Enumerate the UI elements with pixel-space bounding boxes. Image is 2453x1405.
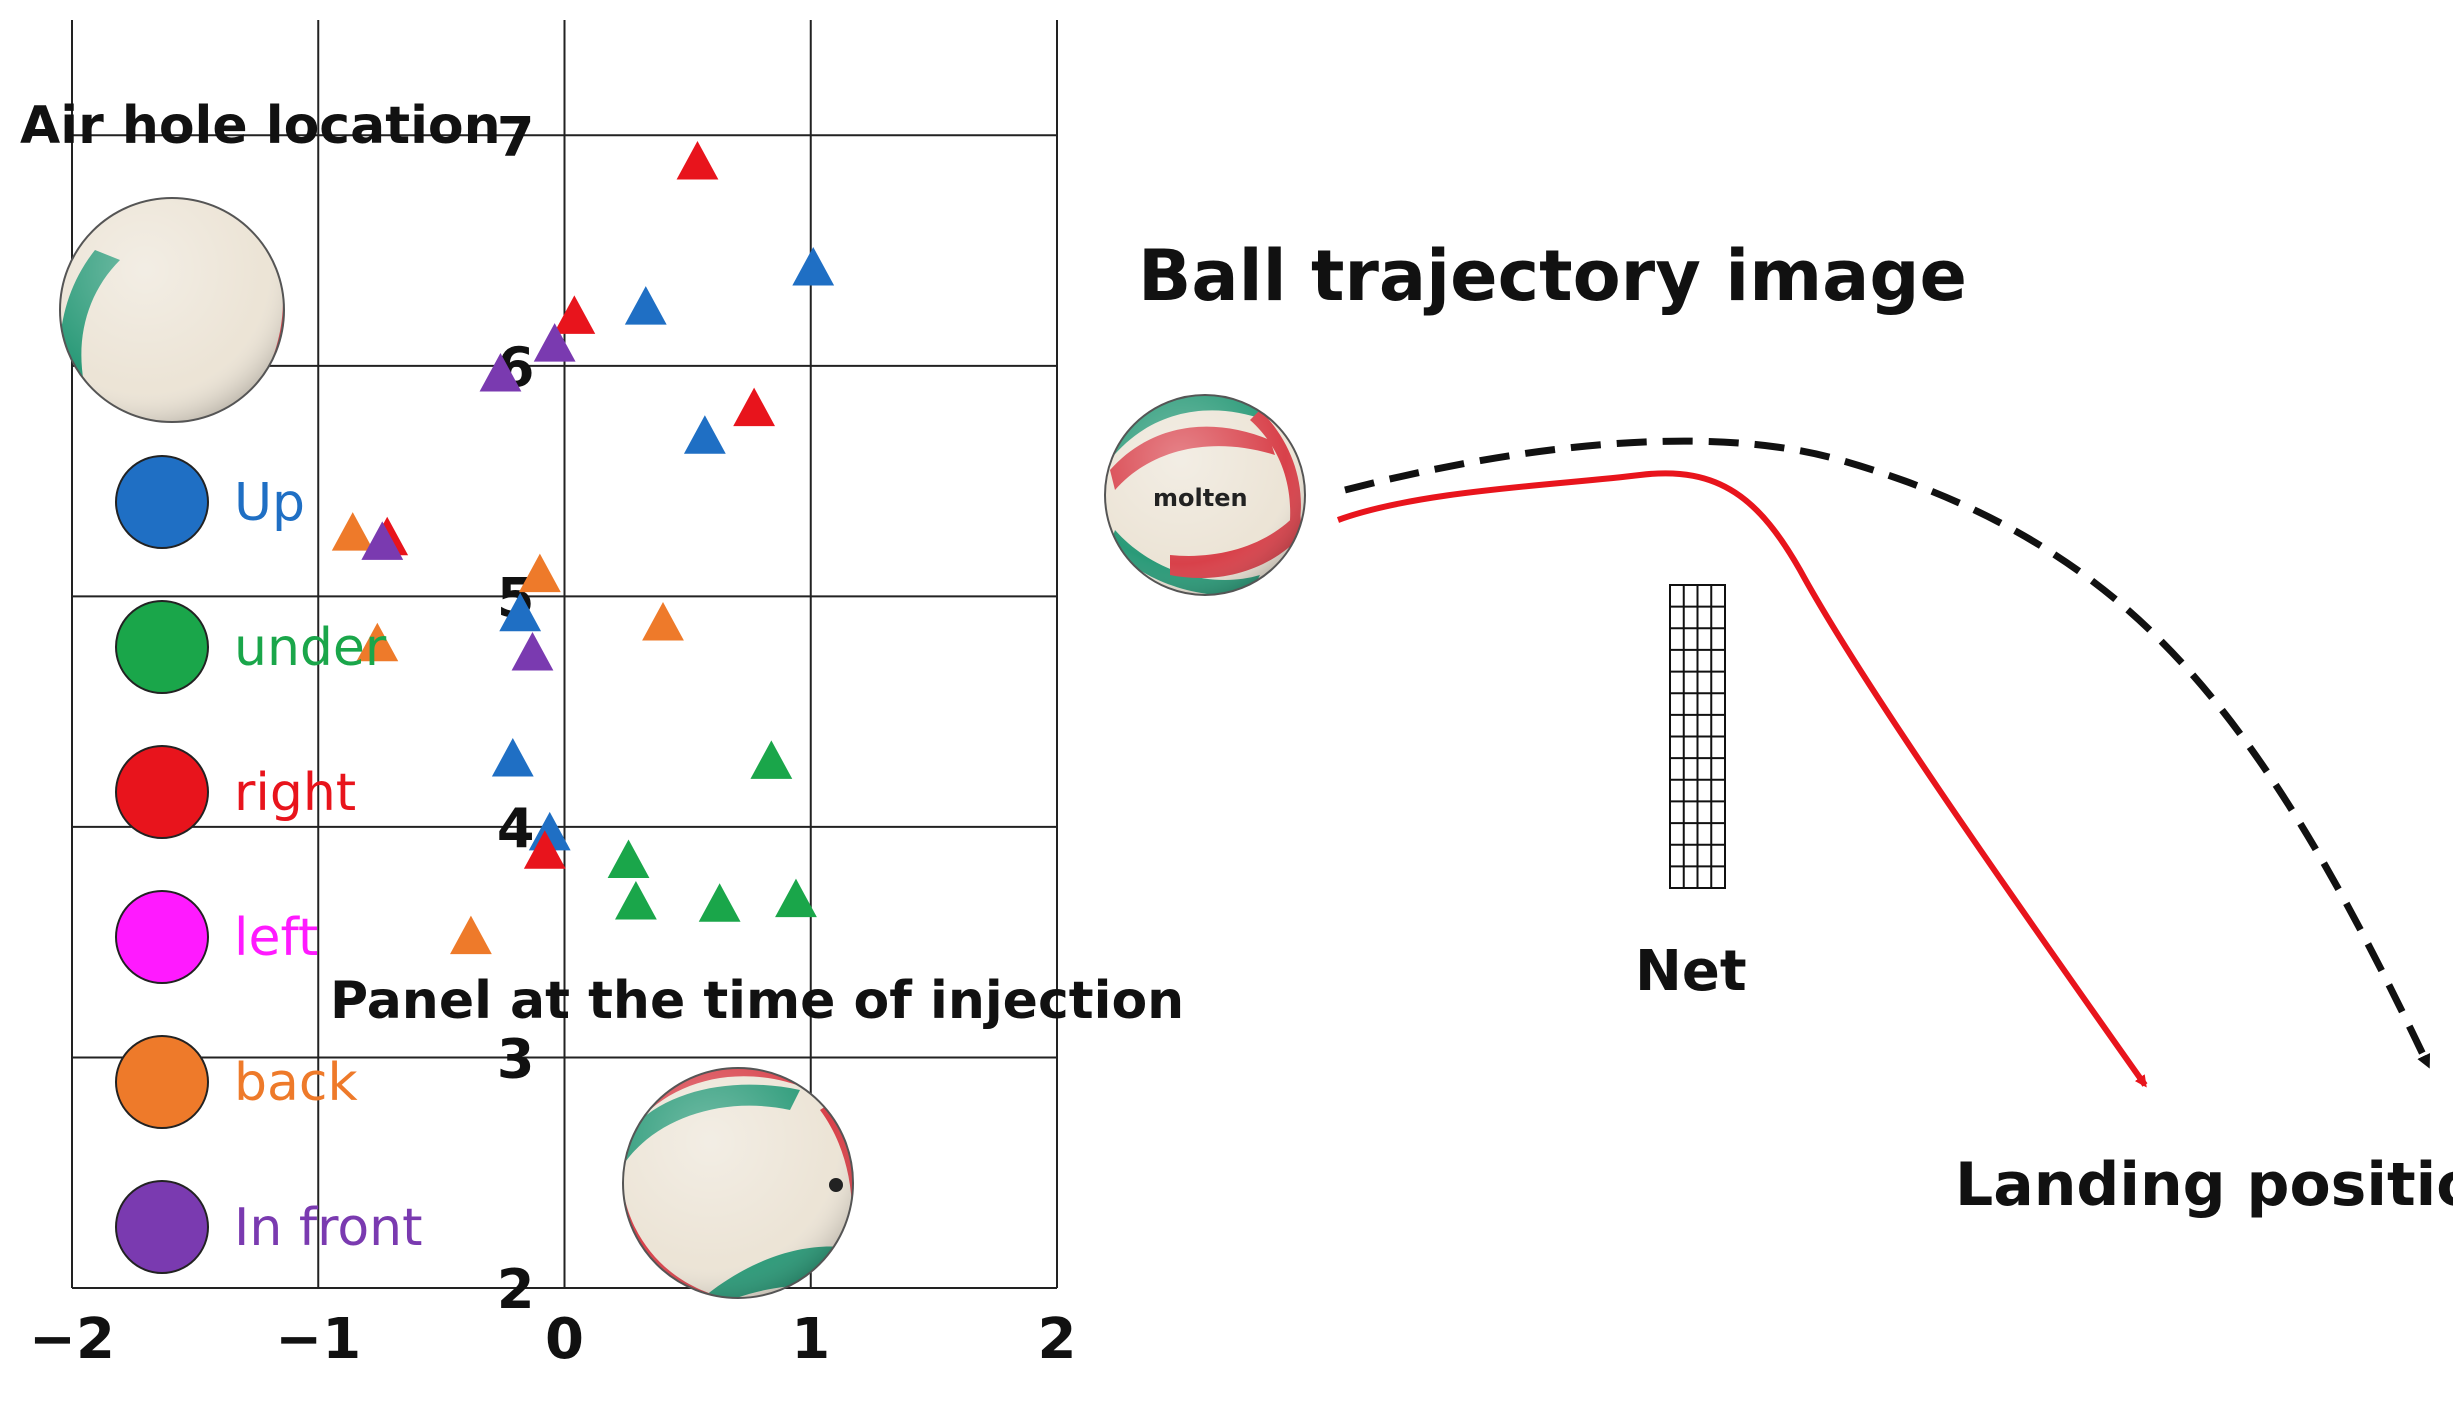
data-point-right: [676, 140, 719, 180]
data-point-up: [624, 286, 667, 325]
data-point-back: [518, 553, 561, 593]
x-tick-label: −1: [275, 1307, 361, 1372]
trajectory-dashed-path: [1344, 437, 2432, 1069]
y-tick-label: 3: [497, 1027, 535, 1090]
legend-label: under: [234, 618, 387, 678]
air-hole-ball-image: [59, 197, 285, 423]
legend-swatch: [115, 890, 209, 984]
legend-swatch: [115, 455, 209, 549]
y-tick-label: 2: [497, 1258, 535, 1321]
trajectory-solid-path: [1336, 470, 2148, 1088]
trajectory-title: Ball trajectory image: [1138, 235, 1967, 317]
data-point-right: [553, 295, 596, 334]
data-point-up: [499, 592, 542, 632]
x-axis-ticks: −2 −1 0 1 2: [29, 1307, 1076, 1372]
x-tick-label: −2: [29, 1307, 115, 1372]
panel-at-injection-label: Panel at the time of injection: [330, 971, 1184, 1031]
air-hole-location-label: Air hole location: [20, 96, 501, 156]
data-point-right: [733, 387, 776, 427]
data-point-up: [491, 738, 534, 777]
trajectory-ball-image: molten: [1104, 394, 1306, 596]
data-point-back: [331, 512, 374, 551]
legend-label: left: [234, 908, 318, 968]
data-point-back: [642, 602, 684, 641]
legend: Up under right left back In front: [115, 455, 423, 1274]
data-point-under: [750, 740, 793, 779]
data-point-under: [775, 878, 817, 918]
legend-label: In front: [234, 1198, 423, 1258]
legend-swatch: [115, 1035, 209, 1129]
data-point-back: [356, 622, 399, 662]
injection-panel-ball-image: [622, 1067, 854, 1299]
data-point-in-front: [361, 521, 404, 560]
net-icon: [1669, 584, 1726, 889]
x-tick-label: 2: [1038, 1307, 1077, 1372]
legend-swatch: [115, 600, 209, 694]
legend-label: back: [234, 1053, 358, 1113]
y-tick-label: 4: [497, 797, 535, 860]
data-point-under: [607, 839, 650, 878]
chart-grid: [71, 20, 1058, 1289]
data-points: [331, 140, 835, 955]
data-point-in-front: [511, 632, 554, 671]
landing-position-label: Landing position: [1955, 1150, 2453, 1220]
x-tick-label: 0: [545, 1307, 584, 1372]
y-tick-label: 7: [497, 105, 535, 168]
legend-label: Up: [234, 473, 305, 533]
data-point-back: [450, 915, 492, 955]
ball-brand-text: molten: [1153, 484, 1248, 512]
legend-label: right: [234, 763, 356, 823]
ball-trajectory-diagram: Ball trajectory image molten Net Landing…: [1104, 235, 2453, 1220]
data-point-under: [698, 883, 741, 922]
data-point-right: [523, 830, 566, 869]
data-point-up: [792, 246, 835, 286]
data-point-up: [683, 415, 726, 454]
data-point-in-front: [479, 353, 522, 392]
data-point-under: [615, 880, 657, 920]
net-label: Net: [1635, 939, 1747, 1004]
legend-swatch: [115, 745, 209, 839]
data-point-in-front: [533, 323, 576, 362]
x-tick-label: 1: [791, 1307, 830, 1372]
legend-swatch: [115, 1180, 209, 1274]
